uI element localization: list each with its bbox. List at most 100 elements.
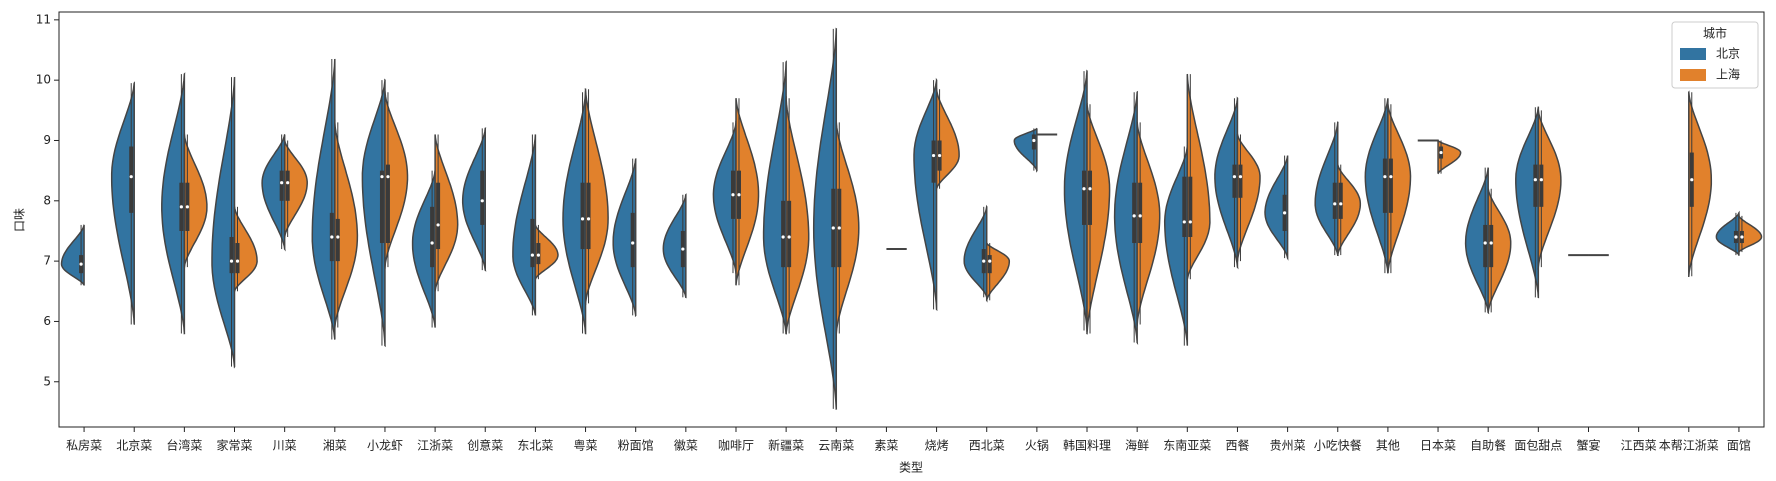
box [1188, 176, 1193, 237]
violin-half [1086, 102, 1111, 335]
violin-half [183, 132, 208, 270]
box [931, 140, 936, 183]
median [1339, 202, 1343, 206]
violin-half [233, 206, 258, 292]
violin-half [1515, 106, 1540, 299]
median [336, 235, 340, 239]
violin-half [735, 98, 760, 286]
box [1332, 182, 1337, 219]
violin-half [762, 60, 787, 335]
median [536, 253, 540, 257]
violin-half [612, 158, 637, 318]
x-tick-label: 素菜 [874, 439, 898, 453]
box [1132, 182, 1137, 244]
median [1283, 211, 1287, 215]
median [937, 153, 942, 158]
median [1734, 235, 1738, 239]
x-tick-label: 徽菜 [674, 438, 698, 453]
violin-half [835, 120, 860, 335]
box [1082, 170, 1087, 225]
x-tick-label: 面包甜点 [1514, 439, 1562, 453]
box [1232, 164, 1237, 198]
box [385, 164, 390, 244]
box [1138, 182, 1143, 244]
x-tick-label: 小龙虾 [367, 439, 403, 453]
violin-half [1214, 96, 1239, 270]
violin-half [1436, 139, 1462, 175]
x-tick-label: 面馆 [1727, 438, 1751, 453]
y-tick-label: 9 [43, 133, 51, 147]
box [580, 182, 585, 250]
violin-half [1136, 121, 1161, 327]
violin-half [1364, 98, 1389, 274]
violin-half [1013, 127, 1038, 173]
x-tick-label: 创意菜 [467, 438, 503, 453]
violin-half [1464, 167, 1490, 315]
box [586, 182, 591, 250]
median [1238, 175, 1243, 179]
median [480, 199, 484, 203]
box [1388, 158, 1393, 213]
x-tick-label: 川菜 [273, 439, 297, 453]
violin-half [913, 77, 938, 312]
violin-half [785, 96, 810, 335]
y-tick-label: 11 [36, 12, 51, 26]
median [229, 259, 234, 263]
violin-half [60, 224, 85, 286]
x-tick-label: 私房菜 [66, 438, 102, 453]
median [280, 181, 284, 185]
median [988, 259, 992, 263]
median [286, 181, 290, 185]
violin-half [1387, 104, 1412, 274]
violin-half [311, 58, 336, 340]
median [380, 175, 384, 179]
legend-swatch [1680, 69, 1706, 81]
x-tick-label: 台湾菜 [166, 438, 202, 453]
median [1082, 187, 1086, 191]
x-tick-label: 云南菜 [818, 438, 854, 453]
median [1483, 241, 1487, 245]
median [530, 253, 534, 257]
legend-title: 城市 [1703, 26, 1727, 41]
median [1439, 150, 1443, 155]
box [285, 170, 290, 201]
legend-swatch [1680, 48, 1706, 60]
median [235, 259, 240, 263]
x-axis-title: 类型 [899, 461, 923, 475]
median [1138, 214, 1142, 218]
box [279, 170, 284, 201]
box [1382, 158, 1387, 213]
median [1533, 178, 1537, 182]
x-tick-label: 烧烤 [925, 438, 949, 453]
median [1232, 175, 1237, 179]
x-tick-label: 蟹宴 [1576, 438, 1600, 453]
plot-frame [58, 11, 1765, 428]
median [982, 259, 986, 263]
violin-half [283, 139, 308, 238]
box [1483, 224, 1488, 268]
x-tick-label: 小吃快餐 [1314, 438, 1362, 453]
violin-half [384, 90, 409, 269]
violin-half [261, 133, 286, 252]
violin-half [1063, 69, 1088, 333]
x-tick-label: 东北菜 [517, 439, 553, 453]
x-tick-label: 西北菜 [969, 439, 1005, 453]
violin-half [411, 170, 436, 328]
x-tick-label: 粤菜 [574, 438, 598, 453]
violin-half [1113, 90, 1139, 345]
violin-half [1264, 155, 1289, 259]
box [335, 218, 340, 262]
x-tick-label: 西餐 [1225, 438, 1249, 453]
median [580, 217, 585, 221]
median [430, 241, 434, 245]
y-tick-label: 6 [43, 314, 51, 328]
violin-half [161, 72, 186, 335]
x-tick-label: 自助餐 [1470, 438, 1506, 453]
median [1032, 138, 1036, 143]
x-tick-label: 北京菜 [116, 439, 152, 453]
violin-half [361, 78, 386, 348]
median [1132, 214, 1136, 218]
x-tick-label: 韩国料理 [1063, 438, 1111, 453]
x-tick-label: 江西菜 [1621, 439, 1657, 453]
